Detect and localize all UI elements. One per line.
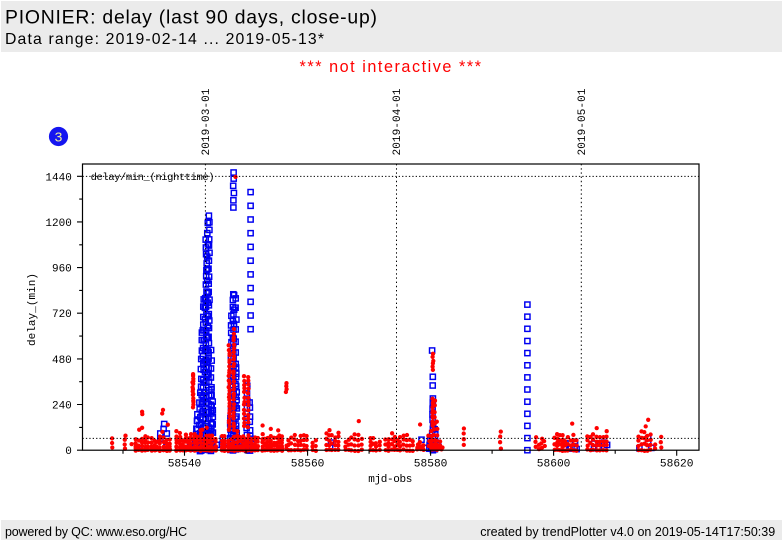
svg-text:960: 960 [52,264,72,276]
svg-text:720: 720 [52,309,72,321]
svg-text:2019-05-01: 2019-05-01 [577,88,589,155]
svg-text:58600: 58600 [537,459,571,471]
svg-text:1200: 1200 [45,218,71,230]
svg-text:0: 0 [65,446,72,458]
svg-text:1440: 1440 [45,172,71,184]
svg-text:delay/min_(nighttime): delay/min_(nighttime) [91,172,215,184]
svg-text:powered by QC: www.eso.org/HC: powered by QC: www.eso.org/HC [5,525,187,539]
svg-text:2019-03-01: 2019-03-01 [201,88,213,155]
svg-text:58580: 58580 [414,459,448,471]
svg-text:480: 480 [52,355,72,367]
svg-text:240: 240 [52,401,72,413]
svg-text:Data range: 2019-02-14 ... 201: Data range: 2019-02-14 ... 2019-05-13* [5,31,324,48]
svg-text:mjd-obs: mjd-obs [368,474,412,486]
svg-text:delay_(min): delay_(min) [27,273,39,346]
svg-text:3: 3 [54,131,62,147]
svg-text:58560: 58560 [291,459,325,471]
svg-text:*** not interactive ***: *** not interactive *** [300,58,482,76]
svg-text:58620: 58620 [660,459,694,471]
svg-text:2019-04-01: 2019-04-01 [392,88,404,155]
svg-text:58540: 58540 [168,459,202,471]
svg-text:PIONIER: delay (last 90 days,: PIONIER: delay (last 90 days, close-up) [5,7,377,29]
svg-text:created by trendPlotter v4.0 o: created by trendPlotter v4.0 on 2019-05-… [480,525,775,539]
